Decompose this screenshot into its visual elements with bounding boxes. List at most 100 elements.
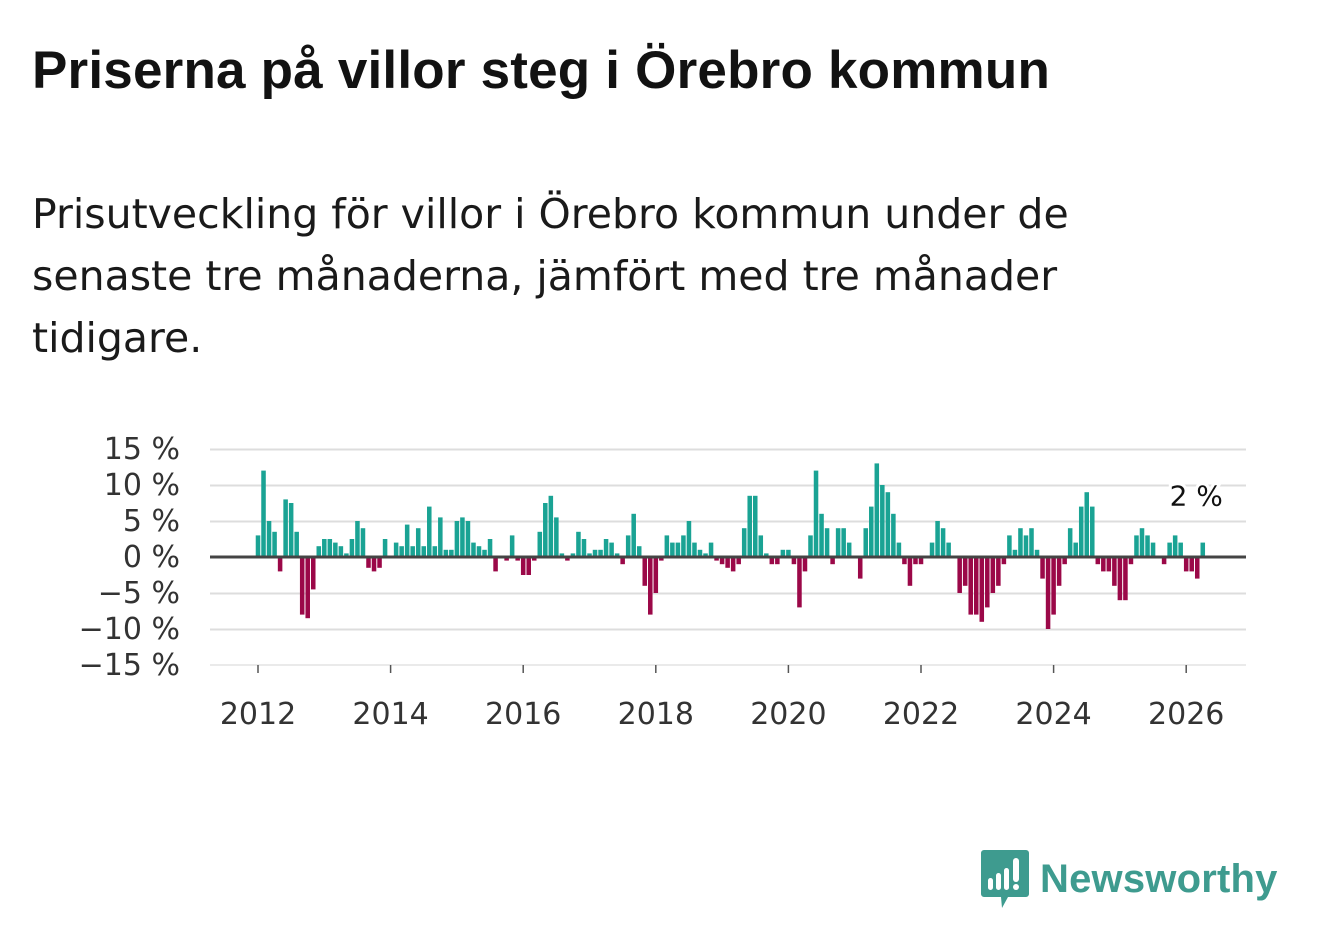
chart-title: Priserna på villor steg i Örebro kommun (32, 41, 1051, 100)
bar (918, 557, 924, 565)
bar (1018, 528, 1023, 557)
bar (537, 531, 543, 557)
bar (957, 557, 962, 593)
bar (1145, 535, 1150, 557)
bar (1023, 535, 1029, 557)
bar (1034, 549, 1040, 557)
bar (1056, 557, 1062, 586)
bar-chart-bubble-icon (981, 850, 1029, 908)
bar (327, 539, 333, 557)
bar (487, 539, 493, 557)
bar (1095, 557, 1101, 565)
bar (664, 535, 670, 557)
bar (786, 549, 791, 557)
bar (648, 557, 653, 615)
bar (609, 542, 614, 557)
bar (515, 557, 520, 561)
bar (465, 521, 471, 557)
x-tick-label: 2020 (750, 697, 826, 732)
gridlines (210, 448, 1246, 666)
bar (360, 528, 366, 557)
bar (697, 549, 703, 557)
bar (1150, 542, 1156, 557)
bar (880, 485, 885, 557)
bar (531, 557, 537, 561)
bar (288, 503, 294, 557)
bar (272, 531, 277, 557)
bar (741, 528, 747, 557)
bar (940, 528, 946, 557)
bar (504, 557, 509, 561)
bar (471, 542, 476, 557)
bar (863, 528, 869, 557)
bar (421, 546, 427, 557)
bar (824, 528, 830, 557)
bar (891, 513, 896, 557)
bar (299, 557, 305, 615)
y-tick-label: −10 % (79, 612, 180, 647)
bar (592, 549, 598, 557)
bar (554, 517, 559, 557)
bar (946, 542, 951, 557)
bar (1172, 535, 1178, 557)
bar (255, 535, 261, 557)
y-tick-label: −5 % (98, 576, 180, 611)
bar (747, 495, 752, 557)
x-tick-label: 2016 (485, 697, 561, 732)
bar (415, 528, 421, 557)
bar (393, 542, 399, 557)
bar (935, 521, 940, 557)
bar (708, 542, 714, 557)
bar (703, 553, 708, 557)
bar (603, 539, 609, 557)
x-tick-label: 2022 (883, 697, 959, 732)
bar (841, 528, 846, 557)
bar (1194, 557, 1200, 579)
bar (1040, 557, 1045, 579)
bar (449, 549, 454, 557)
bar (509, 535, 515, 557)
bar (570, 553, 576, 557)
bar (791, 557, 797, 565)
bar (283, 499, 288, 557)
bar (714, 557, 719, 561)
bar (404, 524, 410, 557)
bar (725, 557, 730, 568)
bar (316, 546, 322, 557)
bar (559, 553, 565, 557)
bar (427, 506, 432, 557)
bar (1045, 557, 1051, 629)
bar (719, 557, 725, 565)
bar (543, 503, 548, 557)
annotation-layer: 2 % (1167, 477, 1226, 516)
bar (1062, 557, 1067, 565)
bar (846, 542, 852, 557)
bar (344, 553, 349, 557)
bar (973, 557, 979, 615)
bar (1178, 542, 1183, 557)
bar (576, 531, 581, 557)
bar (261, 470, 266, 557)
bar (835, 528, 841, 557)
bar (520, 557, 526, 575)
bar (349, 539, 355, 557)
bar (526, 557, 531, 575)
bar (764, 553, 769, 557)
bar (907, 557, 913, 586)
bar (758, 535, 764, 557)
bar (1078, 506, 1084, 557)
y-tick-label: 10 % (104, 468, 180, 503)
bar (686, 521, 692, 557)
bar (1007, 535, 1012, 557)
bar (681, 535, 686, 557)
bar (1189, 557, 1194, 572)
bar (1112, 557, 1117, 586)
bar (410, 546, 415, 557)
bar (730, 557, 736, 572)
bar (1183, 557, 1189, 572)
bar (775, 557, 780, 565)
bar (752, 495, 758, 557)
bar (625, 535, 631, 557)
bar (266, 521, 272, 557)
